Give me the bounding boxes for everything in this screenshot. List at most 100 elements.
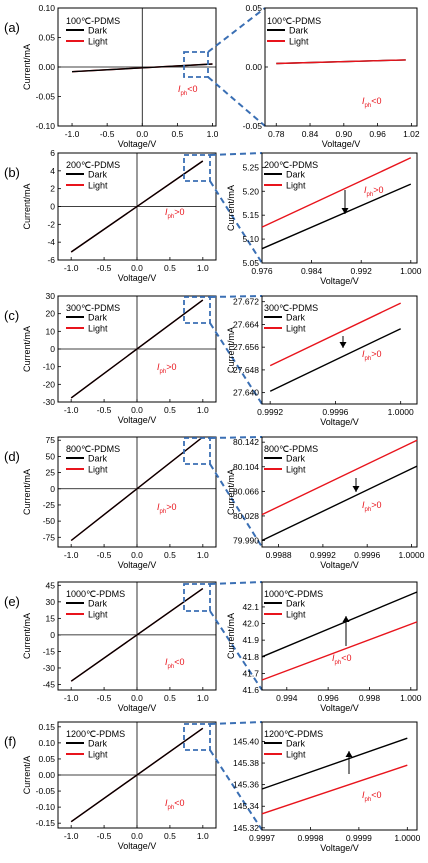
x-tick-label: 0.96: [369, 129, 386, 139]
x-tick-label: 0.998: [359, 693, 381, 703]
annotation-subscript: ph: [365, 797, 372, 803]
legend-label-dark: Dark: [286, 313, 306, 323]
y-tick-label: 41.6: [242, 685, 259, 695]
y-tick-label: 0.05: [245, 3, 262, 13]
panel-label: (a): [4, 20, 20, 35]
x-axis-label: Voltage/V: [320, 276, 359, 286]
x-tick-label: 0.9996: [322, 407, 348, 417]
y-tick-label: 0: [50, 630, 55, 640]
y-tick-label: 5.25: [242, 162, 259, 172]
y-axis-label: Current/mA: [22, 44, 32, 90]
y-tick-label: 145.36: [233, 780, 259, 790]
y-tick-label: 20: [46, 309, 56, 319]
legend-label-dark: Dark: [88, 599, 108, 609]
y-tick-label: 5.20: [242, 186, 259, 196]
x-tick-label: 1.0: [197, 831, 209, 841]
zoom-box: [183, 723, 211, 751]
plot-frame: [261, 436, 418, 548]
panel-d-zoom: 0.9988 0.9992 0.9996 1.0000 79.990 80.028 80.0…: [226, 436, 425, 570]
panel-title: 200℃-PDMS: [66, 160, 120, 170]
y-tick-label: -0.15: [36, 818, 56, 828]
x-axis-label: Voltage/V: [118, 139, 157, 149]
annotation-relation: >0: [371, 500, 381, 510]
panel-title: 300℃-PDMS: [66, 303, 120, 313]
x-axis-label: Voltage/V: [322, 139, 361, 149]
y-tick-label: -20: [43, 379, 56, 389]
annotation-symbol: I: [157, 362, 160, 372]
legend-label-light: Light: [286, 610, 306, 620]
zoom-box: [183, 583, 211, 612]
annotation-relation: >0: [373, 185, 383, 195]
x-tick-label: 1.0: [207, 129, 219, 139]
y-tick-label: -10: [43, 362, 56, 372]
annotation-symbol: I: [362, 349, 365, 359]
zoom-connector-bottom: [209, 180, 263, 264]
annotation-relation: >0: [174, 207, 184, 217]
x-tick-label: -1.0: [64, 405, 79, 415]
x-tick-label: 0.996: [317, 693, 339, 703]
x-tick-label: 0.5: [164, 550, 176, 560]
y-axis-label: Current/A: [22, 756, 32, 795]
legend-label-light: Light: [88, 181, 108, 191]
y-tick-label: 0: [50, 484, 55, 494]
annotation-subscript: ph: [365, 507, 372, 513]
annotation-symbol: I: [362, 790, 365, 800]
y-tick-label: 0.00: [38, 770, 55, 780]
x-tick-label: 0.0: [131, 693, 143, 703]
x-tick-label: 1.0000: [398, 550, 424, 560]
series-line-dark: [261, 737, 408, 790]
legend-label-dark: Dark: [286, 454, 306, 464]
x-tick-label: 0.84: [302, 129, 319, 139]
annotation-subscript: ph: [365, 103, 372, 109]
legend-label-light: Light: [88, 465, 108, 475]
panel-title: 1000℃-PDMS: [66, 589, 125, 599]
annotation-subscript: ph: [181, 91, 188, 97]
annotation-subscript: ph: [365, 356, 372, 362]
photocurrent-annotation: Iph<0: [362, 96, 381, 109]
y-tick-label: -0.10: [36, 121, 56, 131]
panel-label: (e): [4, 594, 20, 609]
x-tick-label: 0.0: [136, 129, 148, 139]
y-tick-label: 45: [46, 580, 56, 590]
y-tick-label: -30: [43, 397, 56, 407]
zoom-connector-bottom: [209, 322, 263, 405]
annotation-subscript: ph: [168, 664, 175, 670]
x-tick-label: -1.0: [64, 831, 79, 841]
series-line-light: [276, 59, 406, 65]
y-tick-label: 5.10: [242, 234, 259, 244]
annotation-relation: <0: [174, 657, 184, 667]
x-tick-label: 0.5: [164, 831, 176, 841]
annotation-relation: <0: [341, 653, 351, 663]
y-tick-label: 27.648: [233, 365, 259, 375]
x-tick-label: 0.9998: [297, 833, 323, 843]
x-tick-label: -0.5: [97, 550, 112, 560]
legend-label-light: Light: [286, 750, 306, 760]
y-axis-label: Current/mA: [22, 183, 32, 229]
y-tick-label: 41.8: [242, 652, 259, 662]
y-tick-label: -2: [47, 219, 55, 229]
y-tick-label: 0.05: [38, 754, 55, 764]
series-line-light: [261, 621, 418, 681]
series-line-light: [261, 157, 412, 228]
y-tick-label: 27.672: [233, 297, 259, 307]
x-tick-label: -0.5: [97, 693, 112, 703]
x-tick-label: -0.5: [97, 831, 112, 841]
x-tick-label: 0.78: [268, 129, 285, 139]
legend-label-light: Light: [286, 181, 306, 191]
photocurrent-annotation: Iph>0: [364, 185, 383, 198]
annotation-symbol: I: [165, 657, 168, 667]
zoom-box: [183, 437, 211, 465]
y-tick-label: 10: [46, 326, 56, 336]
x-axis-label: Voltage/V: [320, 417, 359, 427]
x-tick-label: 0.976: [251, 266, 273, 276]
legend-label-dark: Dark: [88, 739, 108, 749]
y-tick-label: 145.38: [233, 758, 259, 768]
x-tick-label: 1.0000: [394, 833, 420, 843]
photocurrent-annotation: Iph<0: [332, 653, 351, 666]
y-tick-label: -75: [43, 532, 56, 542]
y-tick-label: -4: [47, 237, 55, 247]
shift-arrow-head: [345, 751, 353, 757]
y-tick-label: 30: [46, 291, 56, 301]
y-tick-label: 25: [46, 468, 56, 478]
y-tick-label: 4: [50, 166, 55, 176]
